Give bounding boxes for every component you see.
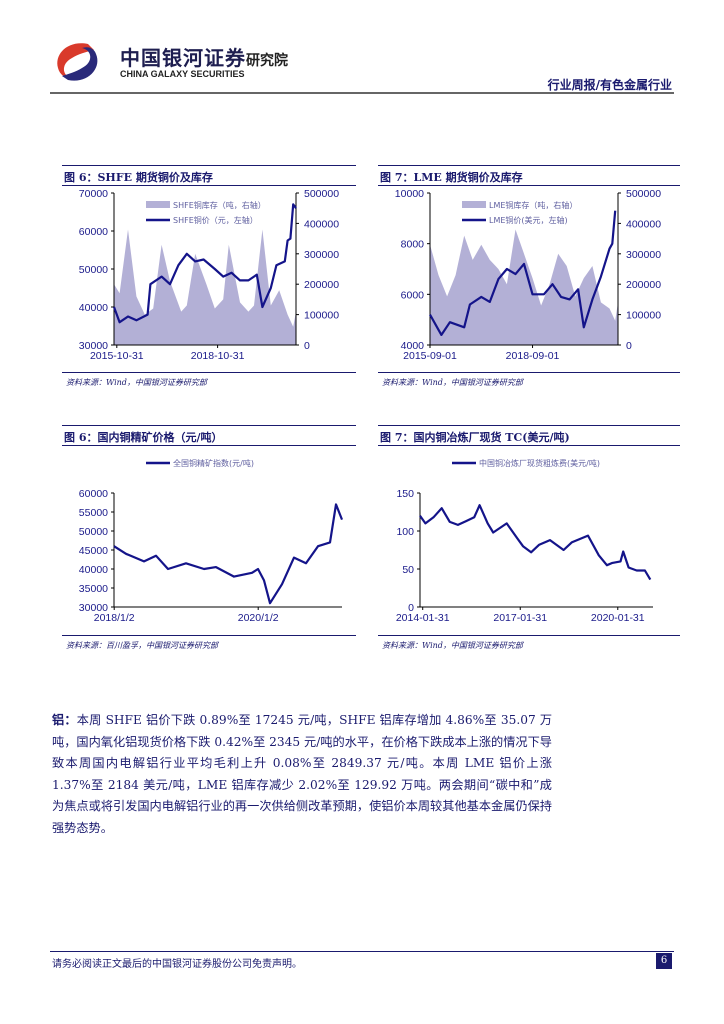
legend-line-label: 中国铜冶炼厂现货粗炼费(美元/吨) [479, 458, 600, 468]
figure-source: 资料来源：Wind，中国银河证券研究部 [66, 378, 207, 387]
x-tick-label: 2020-01-31 [591, 612, 645, 624]
left-tick-label: 55000 [79, 507, 108, 519]
left-tick-label: 40000 [79, 302, 108, 314]
legend-area-label: LME铜库存（吨，右轴） [489, 200, 577, 210]
left-tick-label: 50000 [79, 264, 108, 276]
left-tick-label: 150 [396, 488, 414, 500]
chart-panel-shfe: 图 6：SHFE 期货铜价及库存 0 100000 200000 300000 4000… [62, 165, 356, 395]
left-tick-label: 10000 [395, 188, 424, 200]
legend-line-label: 全国铜精矿指数(元/吨) [173, 458, 254, 468]
legend-area-swatch [462, 201, 486, 208]
price-line [113, 503, 344, 605]
logo-institute: 研究院 [246, 53, 288, 69]
figure-title: 图 7：LME 期货铜价及库存 [380, 171, 523, 184]
x-tick-label: 2017-01-31 [493, 612, 547, 624]
inventory-area [114, 229, 296, 345]
legend-line-label: LME铜价(美元，左轴) [489, 215, 568, 225]
right-tick-label: 200000 [304, 279, 339, 291]
left-tick-label: 40000 [79, 564, 108, 576]
left-tick-label: 30000 [79, 602, 108, 614]
x-tick-label: 2018-10-31 [191, 350, 245, 362]
left-tick-label: 30000 [79, 340, 108, 352]
smelter-tc-chart: 0 50 100 150 2014-01-31 2017-01-31 2020-01-31 中… [396, 458, 653, 624]
left-tick-label: 0 [408, 602, 414, 614]
right-tick-label: 100000 [304, 310, 339, 322]
logo-chinese-name: 中国银河证券 [120, 46, 246, 70]
price-line [419, 504, 652, 581]
left-tick-label: 70000 [79, 188, 108, 200]
footer-disclaimer: 请务必阅读正文最后的中国银河证券股份公司免责声明。 [52, 959, 302, 970]
figure-source: 资料来源：百川盈孚，中国银河证券研究部 [66, 641, 218, 650]
lme-copper-chart: 0 100000 200000 300000 400000 500000 4000 6000 8… [395, 188, 661, 362]
right-tick-label: 100000 [626, 310, 661, 322]
left-tick-label: 50000 [79, 526, 108, 538]
left-tick-label: 100 [396, 526, 414, 538]
page-number: 6 [656, 953, 672, 969]
left-tick-label: 45000 [79, 545, 108, 557]
left-tick-label: 50 [402, 564, 414, 576]
figure-title: 图 6：国内铜精矿价格（元/吨） [64, 431, 223, 444]
right-tick-label: 500000 [304, 188, 339, 200]
copper-concentrate-chart: 30000 35000 40000 45000 50000 55000 60000 2018/… [79, 458, 344, 624]
right-tick-label: 300000 [626, 249, 661, 261]
header-divider [50, 92, 674, 94]
galaxy-logo-icon [57, 43, 98, 81]
x-tick-label: 2018/1/2 [94, 612, 135, 624]
figure-source: 资料来源：Wind，中国银河证券研究部 [382, 378, 523, 387]
x-tick-label: 2018-09-01 [506, 350, 560, 362]
legend-area-label: SHFE铜库存（吨，右轴） [173, 200, 266, 210]
figure-title: 图 7：国内铜冶炼厂现货 TC(美元/吨) [380, 431, 570, 444]
legend-line-label: SHFE铜价（元，左轴） [173, 215, 258, 225]
left-tick-label: 8000 [401, 239, 425, 251]
left-tick-label: 6000 [401, 289, 425, 301]
left-tick-label: 35000 [79, 583, 108, 595]
price-line [429, 210, 617, 336]
report-section: 行业周报/有色金属行业 [547, 78, 672, 92]
left-tick-label: 4000 [401, 340, 425, 352]
company-logo: 中国银河证券 CHINA GALAXY SECURITIES 研究院 [48, 38, 318, 84]
right-tick-label: 400000 [304, 218, 339, 230]
paragraph-text: 本周 SHFE 铝价下跌 0.89%至 17245 元/吨，SHFE 铝库存增加… [52, 713, 553, 835]
chart-panel-concentrate: 图 6：国内铜精矿价格（元/吨） 30000 35000 40000 45000 500… [62, 425, 356, 660]
chart-panel-lme: 图 7：LME 期货铜价及库存 0 100000 200000 300000 40000… [378, 165, 680, 395]
right-tick-label: 0 [304, 340, 310, 352]
figure-source: 资料来源：Wind，中国银河证券研究部 [382, 641, 523, 650]
price-line [112, 203, 297, 324]
right-tick-label: 0 [626, 340, 632, 352]
chart-panel-tc: 图 7：国内铜冶炼厂现货 TC(美元/吨) 0 50 100 150 2014-01-3… [378, 425, 680, 660]
left-tick-label: 60000 [79, 488, 108, 500]
right-tick-label: 200000 [626, 279, 661, 291]
figure-title: 图 6：SHFE 期货铜价及库存 [64, 171, 213, 184]
aluminum-paragraph: 铝：本周 SHFE 铝价下跌 0.89%至 17245 元/吨，SHFE 铝库存… [52, 710, 552, 839]
left-tick-label: 60000 [79, 226, 108, 238]
x-tick-label: 2015-09-01 [403, 350, 457, 362]
footer-divider [50, 951, 674, 952]
right-tick-label: 500000 [626, 188, 661, 200]
logo-english-name: CHINA GALAXY SECURITIES [120, 69, 245, 79]
legend-area-swatch [146, 201, 170, 208]
x-tick-label: 2015-10-31 [90, 350, 144, 362]
shfe-copper-chart: 0 100000 200000 300000 400000 500000 30000 4000… [79, 188, 339, 362]
right-tick-label: 300000 [304, 249, 339, 261]
inventory-area [430, 229, 618, 345]
paragraph-lead: 铝： [52, 713, 77, 727]
right-tick-label: 400000 [626, 218, 661, 230]
x-tick-label: 2014-01-31 [396, 612, 450, 624]
x-tick-label: 2020/1/2 [238, 612, 279, 624]
